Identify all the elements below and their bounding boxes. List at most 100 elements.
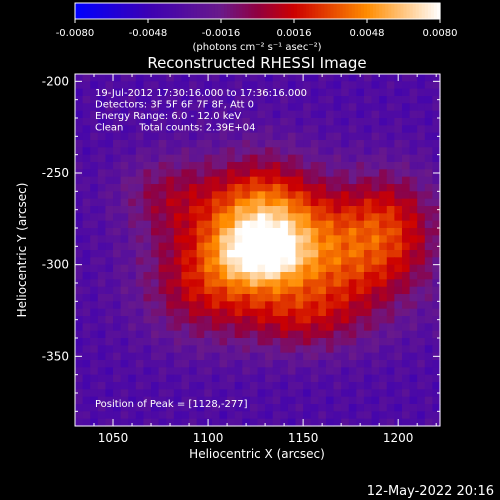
heatmap-cell (280, 169, 289, 178)
heatmap-cell (341, 352, 350, 361)
heatmap-cell (280, 228, 289, 236)
heatmap-cell (379, 228, 388, 236)
heatmap-cell (196, 352, 205, 361)
heatmap-cell (280, 162, 289, 170)
heatmap-cell (242, 338, 251, 346)
heatmap-cell (348, 294, 357, 302)
heatmap-cell (211, 154, 221, 163)
heatmap-cell (249, 250, 259, 258)
heatmap-cell (196, 286, 205, 295)
heatmap-cell (173, 308, 183, 317)
colorbar-cell (430, 3, 435, 19)
heatmap-cell (432, 308, 441, 317)
heatmap-cell (82, 118, 91, 126)
heatmap-cell (143, 140, 152, 148)
heatmap-cell (386, 264, 395, 273)
heatmap-cell (113, 264, 122, 273)
heatmap-cell (424, 418, 433, 427)
heatmap-cell (417, 323, 426, 332)
heatmap-cell (189, 345, 198, 354)
heatmap-cell (401, 88, 411, 97)
heatmap-cell (97, 308, 107, 317)
heatmap-cell (204, 264, 213, 273)
heatmap-cell (158, 323, 167, 332)
heatmap-cell (310, 96, 319, 104)
colorbar-cell (367, 3, 371, 19)
heatmap-cell (189, 418, 198, 427)
heatmap-cell (82, 301, 91, 310)
heatmap-cell (166, 206, 175, 214)
heatmap-cell (401, 191, 411, 200)
colorbar-cell (403, 3, 408, 19)
heatmap-cell (105, 81, 114, 90)
heatmap-cell (341, 235, 350, 244)
heatmap-cell (189, 74, 198, 82)
heatmap-cell (211, 191, 221, 200)
heatmap-cell (82, 147, 91, 156)
heatmap-cell (363, 81, 373, 90)
heatmap-cell (189, 184, 198, 192)
heatmap-cell (394, 316, 403, 324)
heatmap-cell (196, 382, 205, 390)
heatmap-cell (234, 235, 243, 244)
heatmap-cell (249, 191, 259, 200)
heatmap-cell (348, 316, 357, 324)
heatmap-cell (310, 418, 319, 427)
heatmap-cell (143, 191, 152, 200)
heatmap-cell (371, 125, 380, 134)
heatmap-cell (181, 250, 190, 258)
heatmap-cell (386, 125, 395, 134)
heatmap-cell (272, 118, 281, 126)
heatmap-cell (310, 382, 319, 390)
colorbar-cell (254, 3, 259, 19)
heatmap-cell (287, 81, 297, 90)
heatmap-cell (333, 389, 342, 398)
heatmap-cell (219, 169, 228, 178)
heatmap-cell (105, 206, 114, 214)
heatmap-cell (173, 286, 183, 295)
heatmap-cell (310, 147, 319, 156)
heatmap-cell (211, 103, 221, 112)
heatmap-cell (287, 330, 297, 339)
heatmap-cell (97, 279, 107, 288)
colorbar-cell (178, 3, 183, 19)
heatmap-cell (325, 301, 335, 310)
heatmap-cell (265, 198, 274, 207)
heatmap-cell (128, 147, 137, 156)
heatmap-cell (143, 206, 152, 214)
heatmap-cell (173, 279, 183, 288)
heatmap-cell (272, 147, 281, 156)
heatmap-cell (432, 147, 441, 156)
heatmap-cell (97, 132, 107, 141)
heatmap-cell (386, 411, 395, 420)
heatmap-cell (227, 418, 236, 427)
heatmap-cell (128, 338, 137, 346)
annotation-line: Clean Total counts: 2.39E+04 (95, 123, 255, 134)
heatmap-cell (173, 418, 183, 427)
heatmap-cell (219, 294, 228, 302)
heatmap-cell (242, 418, 251, 427)
heatmap-cell (333, 374, 342, 383)
heatmap-cell (295, 382, 304, 390)
heatmap-cell (272, 110, 281, 119)
heatmap-cell (128, 308, 137, 317)
heatmap-cell (280, 404, 289, 412)
heatmap-cell (287, 169, 297, 178)
colorbar-tick-label: 0.0080 (423, 28, 458, 39)
heatmap-cell (341, 176, 350, 185)
heatmap-cell (181, 103, 190, 112)
heatmap-cell (424, 330, 433, 339)
heatmap-cell (303, 140, 312, 148)
heatmap-cell (325, 286, 335, 295)
heatmap-cell (120, 198, 129, 207)
heatmap-cell (417, 338, 426, 346)
heatmap-cell (363, 191, 373, 200)
heatmap-cell (417, 220, 426, 229)
heatmap-cell (424, 191, 433, 200)
heatmap-cell (181, 367, 190, 376)
heatmap-cell (151, 338, 160, 346)
heatmap-cell (318, 279, 327, 288)
heatmap-cell (379, 330, 388, 339)
heatmap-cell (409, 235, 418, 244)
colorbar: -0.0080 -0.0048 -0.0016 0.0016 0.0048 0.0080 … (56, 2, 458, 53)
